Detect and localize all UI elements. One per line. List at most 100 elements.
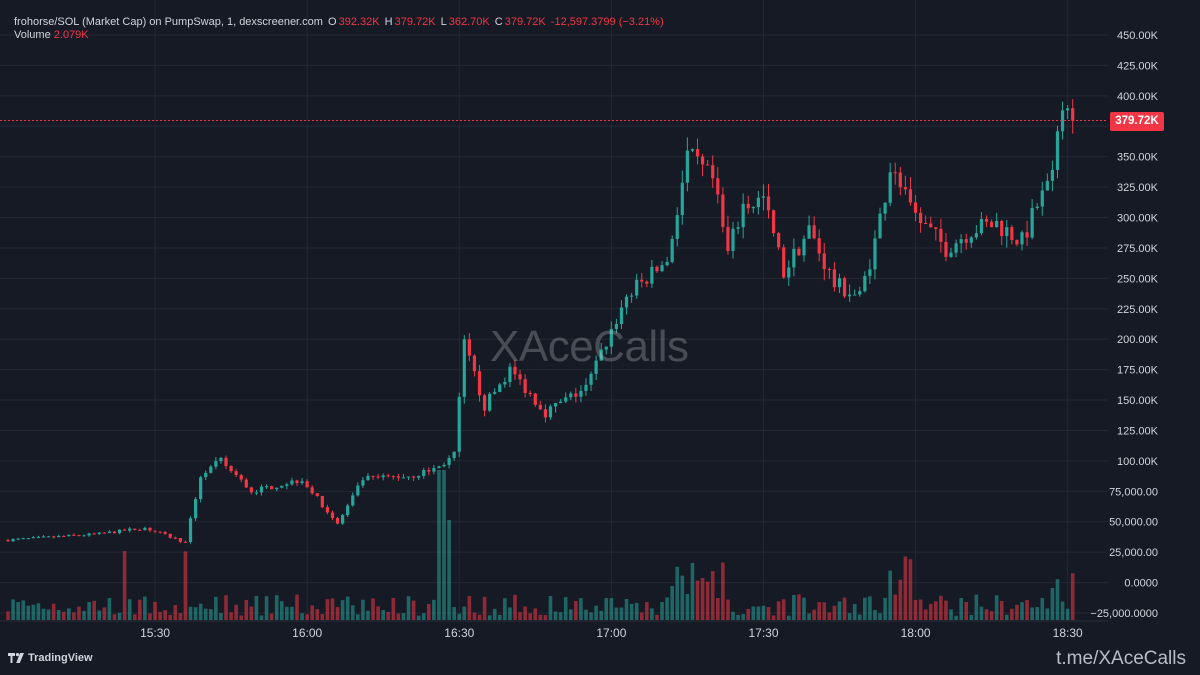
candle-body: [239, 475, 243, 480]
volume-bar: [695, 580, 700, 620]
volume-bar: [492, 608, 497, 620]
candle-body: [700, 156, 705, 165]
volume-bar: [158, 611, 162, 620]
volume-bar: [244, 600, 249, 620]
volume-bar: [934, 601, 938, 620]
volume-bar: [893, 594, 898, 620]
price-axis[interactable]: 450.00K425.00K400.00K375.00K350.00K325.0…: [1090, 30, 1158, 620]
candle-body: [919, 212, 923, 224]
volume-bar: [1030, 607, 1034, 620]
volume-bar: [716, 597, 720, 620]
candle-body: [290, 480, 294, 485]
candle-body: [944, 241, 948, 257]
candle-body: [341, 515, 345, 524]
candle-body: [183, 541, 188, 543]
volume-bar: [477, 614, 482, 620]
volume-bar: [822, 602, 827, 620]
volume-bar: [72, 612, 76, 620]
candle-body: [300, 481, 304, 484]
candle-body: [822, 253, 826, 270]
time-tick-label: 18:30: [1053, 626, 1083, 640]
volume-bar: [675, 566, 680, 620]
candle-body: [452, 451, 456, 458]
volume-bar: [949, 609, 953, 620]
volume-bar: [1025, 600, 1029, 620]
volume-bar: [421, 613, 426, 620]
candle-body: [406, 476, 411, 478]
candle-body: [624, 296, 629, 308]
volume-bar: [391, 597, 396, 620]
time-axis[interactable]: 15:3016:0016:3017:0017:3018:0018:3019:00…: [140, 626, 1200, 640]
candle-body: [787, 267, 791, 278]
volume-bar: [143, 596, 147, 620]
candle-body: [883, 202, 887, 214]
volume-bar: [513, 594, 517, 620]
candle-body: [41, 536, 46, 538]
price-tick-label: 50,000.00: [1109, 517, 1158, 529]
volume-bar: [193, 607, 198, 620]
time-tick-label: 17:00: [596, 626, 626, 640]
volume-bar: [51, 603, 56, 620]
candle-body: [188, 518, 193, 542]
volume-bar: [447, 520, 451, 620]
candle-body: [335, 517, 340, 524]
telegram-link[interactable]: t.me/XAceCalls: [1056, 648, 1186, 669]
candle-body: [158, 531, 162, 533]
volume-bar: [584, 609, 588, 620]
volume-bar: [1050, 587, 1055, 620]
volume-bar: [928, 603, 933, 620]
candle-body: [640, 279, 644, 282]
volume-bar: [214, 596, 218, 620]
candle-body: [533, 393, 537, 405]
candle-body: [1045, 180, 1049, 191]
volume-bar: [381, 610, 385, 620]
volume-bar: [1020, 602, 1024, 620]
tradingview-brand[interactable]: TradingView: [8, 652, 93, 664]
volume-bar: [163, 610, 167, 620]
candle-body: [528, 392, 532, 394]
price-tick-label: 450.00K: [1117, 30, 1159, 42]
candle-body: [832, 269, 837, 288]
last-price-tag: 379.72K: [1110, 112, 1164, 131]
tradingview-logo-icon: [8, 653, 24, 663]
volume-bar: [776, 601, 781, 620]
price-tick-label: 175.00K: [1117, 365, 1159, 377]
candle-body: [117, 529, 122, 534]
volume-bar: [264, 596, 269, 620]
candle-body: [751, 207, 755, 209]
candle-body: [924, 223, 928, 225]
candle-body: [46, 536, 51, 538]
volume-bar: [624, 599, 629, 620]
candle-body: [295, 480, 299, 484]
volume-bar: [939, 595, 943, 620]
candle-body: [209, 466, 213, 473]
candle-body: [249, 487, 253, 493]
volume-legend: Volume 2.079K: [14, 29, 89, 41]
candle-body: [736, 227, 740, 229]
symbol-title[interactable]: frohorse/SOL (Market Cap) on PumpSwap, 1…: [14, 16, 323, 28]
volume-bar: [645, 602, 649, 620]
volume-bar: [888, 570, 892, 620]
candle-body: [107, 531, 111, 533]
price-tick-label: 0.0000: [1124, 578, 1158, 590]
candle-body: [482, 395, 487, 411]
volume-bar: [452, 607, 456, 620]
volume-bar: [731, 611, 735, 620]
volume-bar: [543, 615, 548, 620]
candle-body: [270, 486, 274, 490]
volume-bar: [274, 595, 279, 620]
volume-bar: [401, 613, 406, 620]
volume-bar: [771, 615, 776, 620]
close-label: C: [494, 16, 503, 28]
candle-body: [356, 485, 360, 496]
volume-bar: [36, 603, 41, 620]
candle-body: [1005, 227, 1009, 237]
candle-body: [716, 178, 720, 195]
volume-bar: [903, 556, 908, 620]
candle-body: [21, 538, 25, 540]
candle-body: [325, 507, 330, 513]
price-tick-label: 425.00K: [1117, 60, 1159, 72]
volume-bar: [852, 604, 857, 620]
